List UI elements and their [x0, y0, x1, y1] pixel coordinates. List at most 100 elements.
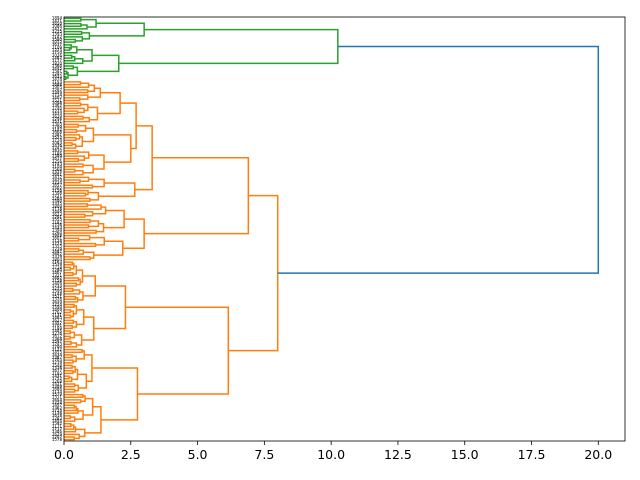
- leaf-label: 1355: [52, 244, 63, 249]
- dendrogram-link-95: [64, 277, 80, 282]
- dendrogram-link-87: [93, 240, 124, 256]
- leaf-label: 1485: [52, 315, 63, 320]
- leaf-label: 1894: [52, 16, 63, 21]
- dendrogram-link-94: [72, 265, 78, 275]
- leaf-label: 1703: [52, 358, 63, 363]
- dendrogram-link-13: [64, 56, 76, 62]
- leaf-label: 1773: [52, 241, 63, 246]
- leaf-label: 1394: [52, 228, 63, 233]
- dendrogram-link-22: [118, 28, 339, 65]
- dendrogram-link-117: [64, 340, 72, 346]
- dendrogram-link-158: [277, 45, 600, 274]
- dendrogram-link-110: [64, 319, 75, 324]
- leaf-label: 1012: [52, 40, 63, 45]
- leaf-label: 1455: [52, 419, 63, 424]
- leaf-label: 1487: [52, 55, 63, 60]
- leaf-label: 1247: [52, 146, 63, 151]
- dendrogram-link-153: [75, 428, 86, 438]
- leaf-label: 1219: [52, 360, 63, 365]
- leaf-label: 1193: [52, 371, 63, 376]
- leaf-label: 1471: [52, 18, 63, 23]
- leaf-label: 1182: [52, 220, 63, 225]
- leaf-label: 1599: [52, 289, 63, 294]
- dendrogram-link-64: [64, 197, 91, 202]
- leaf-label: 1189: [52, 326, 63, 331]
- leaf-label: 1362: [52, 405, 63, 410]
- leaf-label: 1276: [52, 331, 63, 336]
- leaf-label: 1412: [52, 175, 63, 180]
- dendrogram-link-142: [64, 405, 77, 412]
- leaf-label: 1762: [52, 310, 63, 315]
- leaf-label: 1109: [52, 45, 63, 50]
- leaf-label: 1346: [52, 429, 63, 434]
- x-tick-label: 17.5: [518, 447, 546, 462]
- leaf-label: 1623: [52, 212, 63, 217]
- dendrogram-link-48: [64, 158, 79, 163]
- leaf-label: 1555: [52, 217, 63, 222]
- dendrogram-link-0: [64, 17, 82, 22]
- leaf-label: 1215: [52, 29, 63, 34]
- x-tick-label: 10.0: [317, 447, 345, 462]
- leaf-label: 1148: [52, 291, 63, 296]
- dendrogram-link-97: [76, 278, 81, 286]
- leaf-label: 1280: [52, 267, 63, 272]
- dendrogram-link-14: [64, 57, 84, 65]
- leaf-label: 1639: [52, 299, 63, 304]
- leaf-label: 1156: [52, 188, 63, 193]
- leaf-label: 1104: [52, 164, 63, 169]
- leaf-label: 1654: [52, 397, 63, 402]
- leaf-label: 1273: [52, 48, 63, 53]
- x-tick-label: 7.5: [254, 447, 274, 462]
- leaf-label: 1321: [52, 273, 63, 278]
- leaf-label: 1948: [52, 233, 63, 238]
- leaf-label: 1579: [52, 392, 63, 397]
- leaf-label: 1267: [52, 87, 63, 92]
- leaf-label: 1311: [52, 395, 63, 400]
- leaf-label: 1093: [52, 140, 63, 145]
- leaf-label: 1592: [52, 421, 63, 426]
- dendrogram-link-19: [65, 71, 69, 79]
- dendrogram-link-78: [103, 209, 125, 229]
- leaf-label: 1368: [52, 336, 63, 341]
- leaf-label: 1692: [52, 275, 63, 280]
- dendrogram-link-137: [84, 354, 93, 382]
- dendrogram-link-20: [68, 66, 79, 77]
- leaf-label: 1352: [52, 320, 63, 325]
- leaf-label: 1349: [52, 384, 63, 389]
- leaf-label: 1650: [52, 21, 63, 26]
- leaf-label: 1714: [52, 93, 63, 98]
- dendrogram-link-36: [87, 106, 99, 121]
- leaf-label: 1497: [52, 403, 63, 408]
- leaf-label: 1740: [52, 106, 63, 111]
- dendrogram-link-149: [64, 424, 75, 430]
- leaf-label: 1178: [52, 207, 63, 212]
- leaf-label: 1612: [52, 334, 63, 339]
- leaf-label: 1153: [52, 79, 63, 84]
- leaf-label: 1171: [52, 424, 63, 429]
- dendrogram-links: [64, 17, 600, 441]
- leaf-label: 1627: [52, 318, 63, 323]
- dendrogram-link-155: [91, 367, 139, 421]
- leaf-label: 1362: [52, 103, 63, 108]
- leaf-label: 1580: [52, 37, 63, 42]
- dendrogram-link-81: [64, 242, 97, 247]
- leaf-label: 1325: [52, 169, 63, 174]
- leaf-label: 1601: [52, 236, 63, 241]
- leaf-label: 1305: [52, 122, 63, 127]
- leaf-label: 1316: [52, 366, 63, 371]
- leaf-label: 1677: [52, 368, 63, 373]
- leaf-label: 1399: [52, 154, 63, 159]
- dendrogram-link-28: [64, 94, 89, 100]
- leaf-label: 1128: [52, 238, 63, 243]
- leaf-label: 1737: [52, 426, 63, 431]
- dendrogram-link-115: [64, 335, 71, 340]
- leaf-label: 1879: [52, 177, 63, 182]
- dendrogram-link-79: [64, 237, 80, 242]
- leaf-label: 1142: [52, 127, 63, 132]
- dendrogram-link-126: [76, 350, 85, 360]
- leaf-label: 1381: [52, 132, 63, 137]
- leaf-label: 1215: [52, 108, 63, 113]
- dendrogram-link-16: [64, 65, 74, 70]
